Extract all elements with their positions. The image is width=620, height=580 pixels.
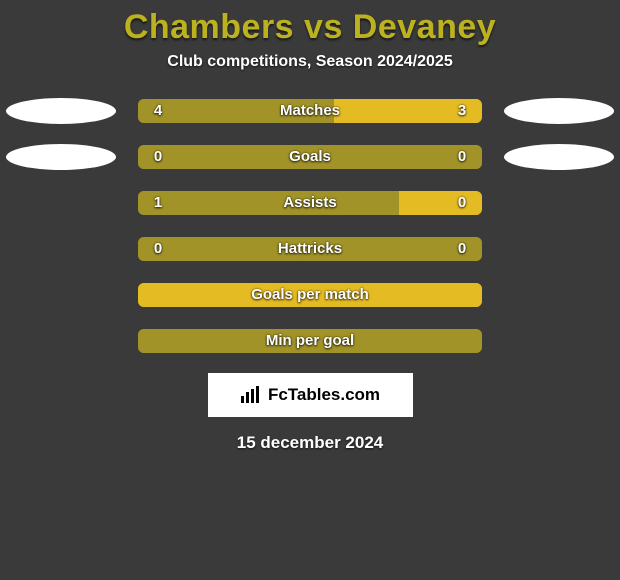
stat-row: 00Hattricks	[0, 237, 620, 261]
stat-bar-track	[138, 237, 482, 261]
branding-label: FcTables.com	[268, 385, 380, 405]
stat-bar-track	[138, 329, 482, 353]
stat-value-left: 1	[148, 191, 168, 215]
stat-row: Goals per match	[0, 283, 620, 307]
stat-value-right: 0	[452, 145, 472, 169]
stat-row: Min per goal	[0, 329, 620, 353]
stat-value-left: 0	[148, 145, 168, 169]
stat-bar-left	[138, 237, 482, 261]
player-left-placeholder	[6, 144, 116, 170]
stat-row: 10Assists	[0, 191, 620, 215]
stat-value-left: 0	[148, 237, 168, 261]
stat-value-right: 3	[452, 99, 472, 123]
branding-box: FcTables.com	[208, 373, 413, 417]
stat-value-right: 0	[452, 237, 472, 261]
page-subtitle: Club competitions, Season 2024/2025	[0, 53, 620, 71]
date-label: 15 december 2024	[0, 433, 620, 453]
stat-bar-track	[138, 99, 482, 123]
player-left-placeholder	[6, 98, 116, 124]
stat-bar-left	[138, 329, 482, 353]
stat-bar-track	[138, 283, 482, 307]
player-right-placeholder	[504, 98, 614, 124]
stat-bar-track	[138, 145, 482, 169]
page-title: Chambers vs Devaney	[0, 0, 620, 53]
stat-value-right: 0	[452, 191, 472, 215]
stat-row: 43Matches	[0, 99, 620, 123]
stats-container: 43Matches00Goals10Assists00HattricksGoal…	[0, 99, 620, 353]
player-right-placeholder	[504, 144, 614, 170]
stat-row: 00Goals	[0, 145, 620, 169]
stat-bar-track	[138, 191, 482, 215]
stat-bar-left	[138, 191, 399, 215]
stat-value-left: 4	[148, 99, 168, 123]
stat-bar-right	[138, 283, 482, 307]
stat-bar-left	[138, 145, 482, 169]
chart-bars-icon	[240, 386, 262, 404]
